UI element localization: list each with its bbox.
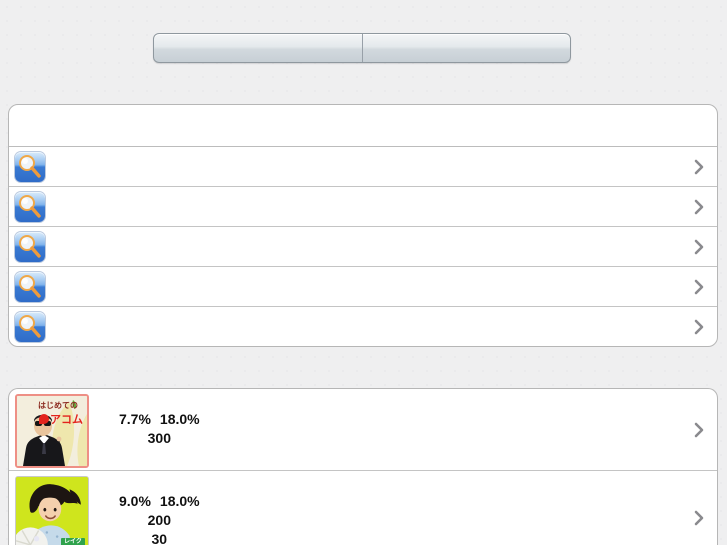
magnifier-icon (15, 312, 45, 342)
search-panel-header (9, 105, 717, 147)
rate-high-value: 18.0% (159, 411, 200, 427)
search-list-item[interactable] (9, 227, 717, 267)
chevron-right-icon (693, 318, 705, 336)
loan-list-panel: はじめての アコム 7.7% 18.0% 300 (8, 388, 718, 545)
loan-offer-details: 7.7% 18.0% 300 (119, 389, 200, 448)
search-list-item[interactable] (9, 307, 717, 346)
chevron-right-icon (693, 278, 705, 296)
magnifier-icon (15, 191, 45, 222)
loan-amount-value: 200 (147, 512, 171, 528)
loan-amount-value: 30 (151, 531, 168, 545)
rate-low-value: 9.0% (119, 493, 151, 509)
chevron-right-icon (693, 238, 705, 256)
chevron-right-icon (693, 509, 705, 527)
loan-amount-value: 300 (147, 430, 171, 446)
acom-ad-image: はじめての アコム (15, 394, 89, 468)
rate-high-value: 18.0% (159, 493, 200, 509)
lake-ad-image: レイク (15, 476, 89, 545)
loan-offer-row-lake[interactable]: レイク 9.0% 18.0% 200 30 (9, 471, 717, 545)
loan-offer-details: 9.0% 18.0% 200 30 (119, 471, 200, 545)
search-list-item[interactable] (9, 187, 717, 227)
rate-low-value: 7.7% (119, 411, 151, 427)
segment-left[interactable] (154, 34, 362, 62)
segmented-control (153, 33, 571, 63)
magnifier-icon (15, 231, 45, 262)
acom-brand-text: アコム (39, 411, 83, 427)
chevron-right-icon (693, 198, 705, 216)
acom-tagline-text: はじめての (38, 401, 78, 410)
magnifier-icon (15, 151, 45, 182)
acom-logo-icon (39, 414, 49, 424)
chevron-right-icon (693, 421, 705, 439)
search-list-item[interactable] (9, 267, 717, 307)
loan-rate-line: 9.0% 18.0% (119, 492, 200, 511)
segment-right[interactable] (362, 34, 570, 62)
search-list-panel (8, 104, 718, 347)
magnifier-icon (15, 271, 45, 302)
loan-rate-line: 7.7% 18.0% (119, 410, 200, 429)
search-list-item[interactable] (9, 147, 717, 187)
chevron-right-icon (693, 158, 705, 176)
lake-badge: レイク (61, 538, 85, 545)
loan-offer-row-acom[interactable]: はじめての アコム 7.7% 18.0% 300 (9, 389, 717, 471)
